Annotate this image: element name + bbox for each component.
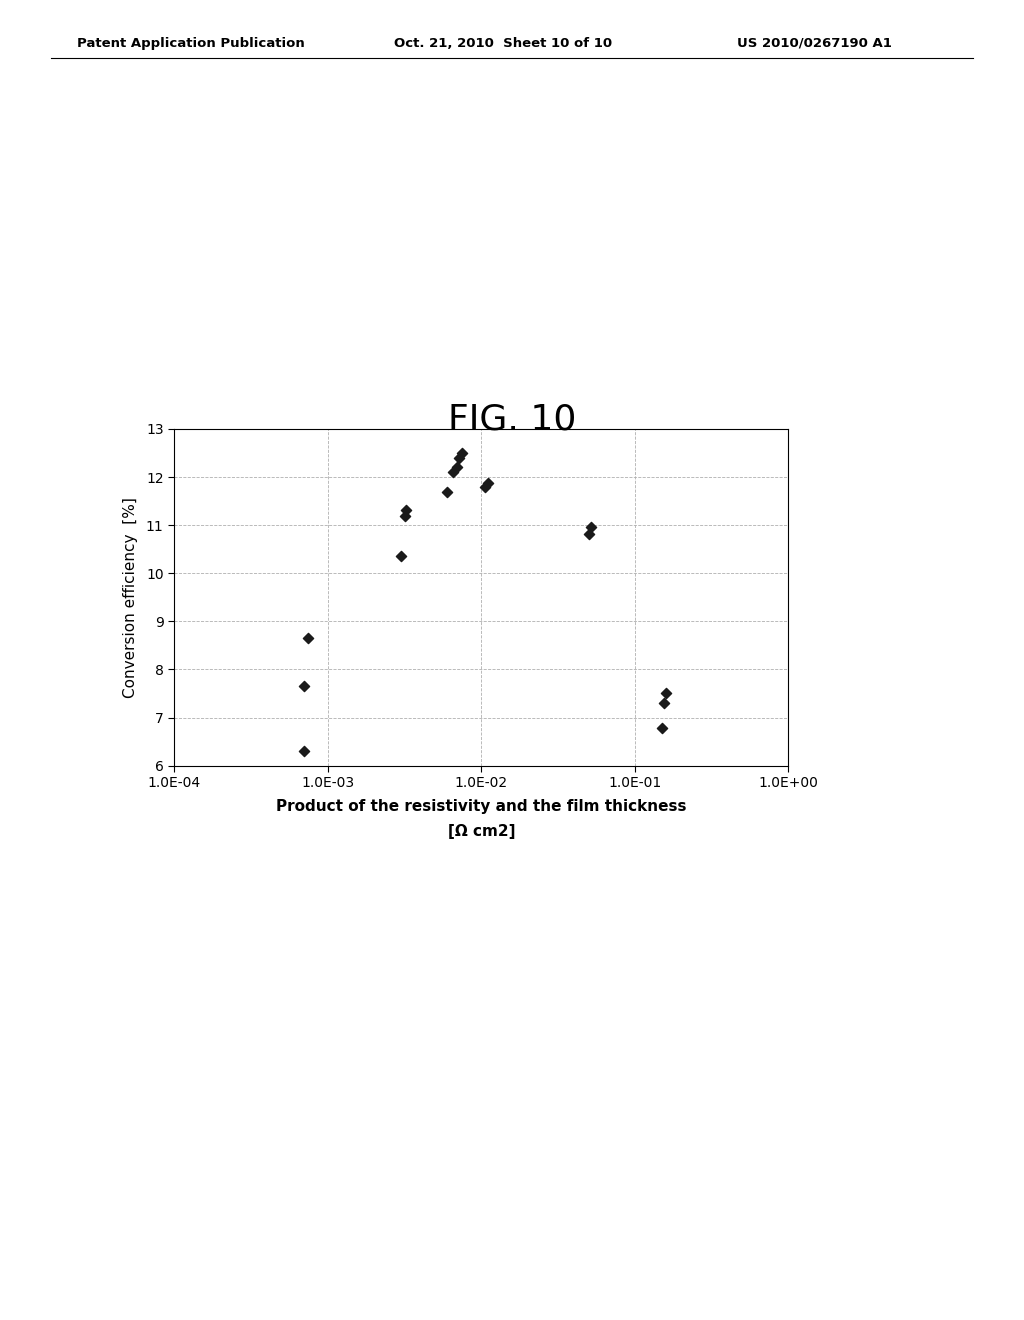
Point (397, 506, 414, 527)
Point (450, 457, 466, 478)
Point (296, 676, 312, 697)
Text: Oct. 21, 2010  Sheet 10 of 10: Oct. 21, 2010 Sheet 10 of 10 (394, 37, 612, 50)
Text: FIG. 10: FIG. 10 (447, 403, 577, 437)
Point (454, 442, 470, 463)
Point (439, 480, 456, 502)
Point (479, 473, 496, 494)
Point (658, 682, 675, 704)
Point (476, 477, 493, 498)
Text: US 2010/0267190 A1: US 2010/0267190 A1 (737, 37, 892, 50)
Point (296, 741, 312, 762)
Text: [Ω cm2]: [Ω cm2] (447, 824, 515, 838)
Point (452, 447, 468, 469)
Y-axis label: Conversion efficiency  [%]: Conversion efficiency [%] (123, 496, 137, 698)
Text: Patent Application Publication: Patent Application Publication (77, 37, 304, 50)
Point (581, 523, 597, 544)
Point (444, 462, 461, 483)
Point (398, 499, 415, 520)
Point (583, 516, 599, 537)
Text: Product of the resistivity and the film thickness: Product of the resistivity and the film … (276, 799, 686, 813)
Point (300, 627, 316, 648)
Point (653, 718, 670, 739)
Point (656, 693, 673, 714)
Point (393, 546, 410, 568)
